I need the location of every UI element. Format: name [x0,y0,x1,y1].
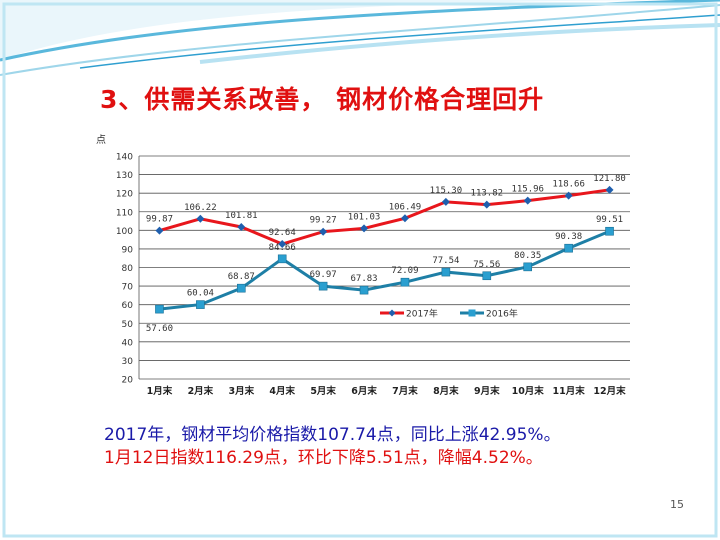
data-point [360,224,369,233]
data-label: 99.51 [596,215,623,225]
y-tick-label: 120 [116,190,133,200]
x-tick-label: 12月末 [593,385,626,397]
x-tick-label: 5月末 [310,385,336,397]
data-point [400,277,410,287]
data-label: 101.03 [348,212,381,222]
data-point [441,197,450,206]
data-point [359,285,369,295]
x-tick-label: 1月末 [147,385,173,397]
data-point [523,196,532,205]
data-point [564,243,573,253]
data-point [196,214,205,223]
x-tick-label: 6月末 [351,385,377,397]
y-tick-label: 140 [116,153,133,163]
data-label: 84.66 [269,243,296,253]
data-point [400,214,409,223]
data-label: 90.38 [555,232,582,242]
y-tick-label: 70 [122,283,134,293]
data-label: 115.96 [511,185,544,195]
data-point [482,271,492,281]
data-point [441,267,451,277]
y-tick-label: 110 [116,208,133,218]
y-tick-label: 20 [122,376,134,386]
x-tick-label: 2月末 [188,385,214,397]
y-tick-label: 130 [116,171,133,181]
data-point [605,226,614,236]
note-line-2: 1月12日指数116.29点，环比下降5.51点，降幅4.52%。 [104,448,543,468]
data-point [318,281,328,291]
data-point [605,185,614,194]
data-label: 77.54 [432,256,459,266]
data-label: 106.22 [184,203,217,213]
y-tick-label: 100 [116,227,133,237]
y-tick-label: 90 [122,245,134,255]
y-tick-label: 80 [122,264,134,274]
legend-label: 2017年 [406,308,438,320]
data-label: 68.87 [228,272,255,282]
x-tick-label: 9月末 [474,385,500,397]
y-tick-label: 60 [122,301,134,311]
page-number: 15 [670,498,684,511]
data-point [482,200,491,209]
data-point [196,300,205,309]
data-label: 101.81 [225,211,258,221]
slide-title: 3、供需关系改善， 钢材价格合理回升 [100,85,545,114]
data-point [564,191,573,200]
x-tick-label: 11月末 [553,385,586,397]
data-label: 92.64 [269,228,296,238]
x-tick-label: 4月末 [269,385,295,397]
data-label: 75.56 [473,260,500,270]
y-tick-label: 40 [122,338,134,348]
x-tick-label: 3月末 [228,385,254,397]
x-tick-label: 8月末 [433,385,459,397]
data-label: 80.35 [514,251,541,261]
data-label: 118.66 [552,180,585,190]
legend-marker [468,309,476,317]
data-label: 57.60 [146,324,173,334]
data-point [319,227,328,236]
data-label: 72.09 [391,266,418,276]
data-label: 121.80 [593,174,626,184]
series-line-2016年 [159,229,611,311]
legend-marker [388,309,396,317]
x-tick-label: 10月末 [512,385,545,397]
line-chart: 点 20 30 40 50 60 70 80 90 100 110 120 130 140 1月末 2月末 3月… [96,134,630,397]
data-point [236,283,246,293]
y-axis-label: 点 [96,134,106,146]
data-point [237,222,246,231]
x-tick-label: 7月末 [392,385,418,397]
data-label: 113.82 [471,189,504,199]
data-point [278,240,287,249]
series-line-2017年 [159,188,610,246]
data-label: 60.04 [187,289,214,299]
data-label: 99.27 [310,216,337,226]
data-label: 69.97 [310,270,337,280]
data-point [155,226,164,235]
data-label: 67.83 [350,274,377,284]
data-label: 115.30 [430,186,463,196]
data-point [277,254,287,264]
data-point [155,304,164,314]
legend-label: 2016年 [486,308,518,320]
data-label: 106.49 [389,202,422,212]
data-point [523,262,533,272]
y-tick-label: 30 [122,357,134,367]
y-tick-label: 50 [122,320,134,330]
data-label: 99.87 [146,215,173,225]
note-line-1: 2017年，钢材平均价格指数107.74点，同比上涨42.95%。 [104,425,561,445]
